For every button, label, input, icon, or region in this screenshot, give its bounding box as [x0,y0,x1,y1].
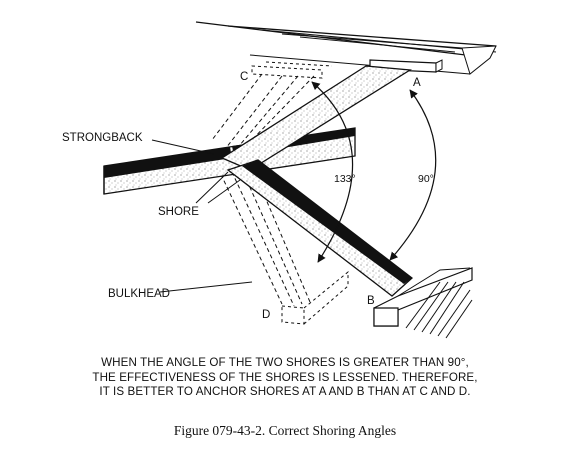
note-line-3: IT IS BETTER TO ANCHOR SHORES AT A AND B… [99,385,471,398]
label-bulkhead: BULKHEAD [108,288,170,300]
label-d: D [262,309,270,321]
explanatory-note: WHEN THE ANGLE OF THE TWO SHORES IS GREA… [0,356,570,400]
cleat-c-dashed [251,61,333,79]
overhead-deck [195,21,497,75]
figure-caption: Figure 079-43-2. Correct Shoring Angles [173,423,397,438]
leader-lines [151,139,253,293]
label-strongback: STRONGBACK [62,132,143,144]
label-b: B [367,295,375,307]
shore-lower-to-b [226,159,414,297]
note-line-1: WHEN THE ANGLE OF THE TWO SHORES IS GREA… [101,356,469,369]
shore-to-c-dashed [211,73,315,153]
note-line-2: THE EFFECTIVENESS OF THE SHORES IS LESSE… [92,370,478,384]
bulkhead-hatch [405,281,473,339]
angle-arc-90 [389,89,437,261]
label-shore: SHORE [158,206,199,218]
label-angle-133: 133° [334,173,356,185]
cleat-d-dashed [281,270,349,325]
angle-arc-133 [311,81,354,263]
label-a: A [413,77,421,89]
label-c: C [240,71,248,83]
label-angle-90: 90° [418,173,434,185]
